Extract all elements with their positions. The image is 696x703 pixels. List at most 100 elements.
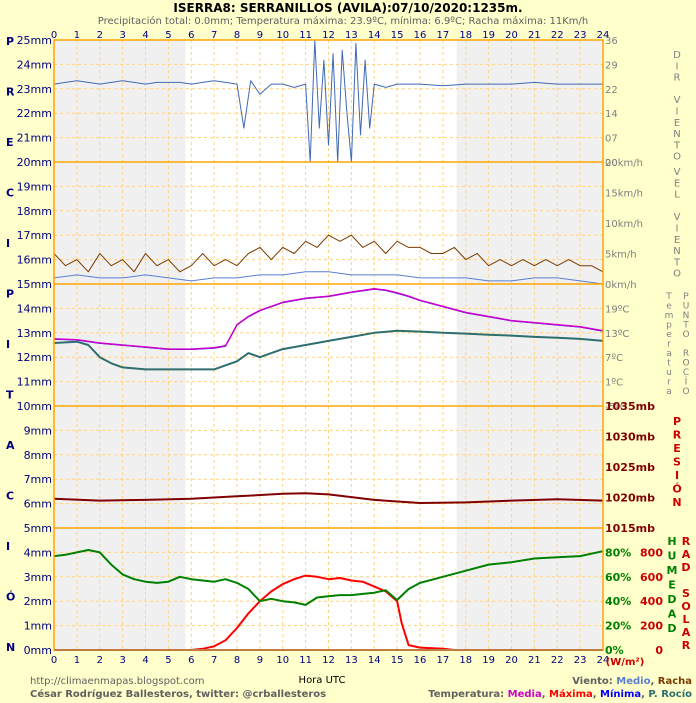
right-title-wind_dir-letter: T (673, 140, 681, 151)
x-tick-top-label: 7 (211, 30, 217, 41)
x-tick-bottom-label: 4 (142, 655, 148, 666)
x-tick-bottom-label: 20 (505, 655, 518, 666)
right-title-wind_vel-letter: V (674, 167, 681, 178)
right-title-wind_vel-letter: N (673, 246, 680, 257)
author-credit: César Rodríguez Ballesteros, twitter: @c… (30, 688, 326, 700)
right-tick-label-wind_dir: 00 (605, 158, 618, 169)
right-tick-label-humidity: 0% (605, 644, 624, 657)
x-tick-bottom-label: 13 (345, 655, 358, 666)
right-axis-ticks: 00 07 14 22 29 36 0km/h 5km/h 10km/h 15km/h 20km/h… (605, 36, 663, 657)
right-tick-label-pressure: 1030mb (605, 431, 655, 444)
left-tick-label: 3mm (24, 571, 52, 584)
left-title-letter: C (6, 187, 14, 200)
x-tick-top-label: 20 (505, 30, 518, 41)
temp-legend-minima: Mínima (600, 688, 641, 700)
left-title-letter: C (6, 490, 14, 503)
right-tick-label-pressure: 1015mb (605, 522, 655, 535)
left-tick-label: 5mm (24, 522, 52, 535)
right-title-wind_vel-letter: V (674, 212, 681, 223)
left-tick-label: 0mm (24, 644, 52, 657)
x-tick-bottom-label: 14 (368, 655, 381, 666)
wind-legend-prefix: Viento: (572, 676, 616, 687)
x-tick-top-label: 5 (165, 30, 171, 41)
right-title-humidity-letter: D (667, 622, 676, 635)
right-title-humidity-letter: E (668, 579, 676, 592)
x-tick-top-label: 15 (391, 30, 404, 41)
right-title-temperature-letter: e (666, 330, 672, 340)
night-shade-evening (456, 40, 603, 650)
right-tick-label-wind_speed: 20km/h (605, 158, 643, 169)
right-title-wind_vel-letter: L (674, 190, 680, 201)
blog-link[interactable]: http://climaenmapas.blogspot.com (30, 676, 205, 687)
wind-medio-line (53, 271, 604, 285)
left-tick-label: 21mm (17, 132, 52, 145)
right-title-pressure-letter: R (673, 429, 682, 442)
left-tick-label: 9mm (24, 424, 52, 437)
right-tick-label-wind_dir: 29 (605, 60, 618, 71)
right-title-wind_dir-letter: I (676, 61, 679, 72)
right-tick-label-wind_speed: 15km/h (605, 189, 643, 200)
right-tick-label-temperature: 19ºC (605, 304, 629, 315)
x-tick-bottom-label: 18 (459, 655, 472, 666)
grid-lines (54, 40, 603, 650)
temperature-media-line (53, 288, 604, 350)
x-tick-top-label: 6 (188, 30, 194, 41)
right-tick-label-radiation: 800 (640, 546, 663, 559)
temp-legend-prefix: Temperatura: (428, 689, 507, 700)
temp-legend-media: Media (508, 689, 542, 700)
x-tick-top-label: 9 (257, 30, 263, 41)
x-tick-bottom-label: 2 (97, 655, 103, 666)
left-title-letter: E (6, 136, 14, 149)
right-tick-label-radiation: 200 (640, 620, 663, 633)
right-tick-label-wind_speed: 0km/h (605, 280, 637, 291)
right-title-humidity-letter: H (667, 535, 676, 548)
right-title-dew_point-letter: P (683, 292, 689, 302)
temp-legend-comma-3: , (641, 689, 648, 700)
left-title-letter: R (6, 86, 15, 99)
temp-legend-maxima: Máxima (549, 688, 593, 700)
x-tick-top-label: 4 (142, 30, 148, 41)
right-title-wind_dir-letter: R (674, 73, 681, 84)
left-title-letter: I (6, 540, 10, 553)
left-title-letter: P (6, 288, 14, 301)
right-tick-label-temperature: -5ºC (605, 402, 627, 413)
x-tick-bottom-label: 6 (188, 655, 194, 666)
x-tick-bottom-label: 22 (551, 655, 564, 666)
left-title-letter: T (6, 389, 14, 402)
temp-legend-comma-1: , (542, 689, 549, 700)
x-tick-bottom-label: 15 (391, 655, 404, 666)
right-title-wind_vel-letter: E (674, 178, 680, 189)
x-tick-bottom-label: 3 (119, 655, 125, 666)
right-title-radiation-letter: A (682, 548, 691, 561)
wind-legend: Viento: Medio, Racha (572, 676, 692, 687)
x-tick-bottom-label: 9 (257, 655, 263, 666)
x-tick-top-label: 10 (276, 30, 289, 41)
right-tick-label-radiation: 600 (640, 571, 663, 584)
x-tick-top-label: 18 (459, 30, 472, 41)
right-tick-label-pressure: 1020mb (605, 492, 655, 505)
right-title-dew_point-letter: T (682, 321, 689, 331)
x-tick-top-label: 13 (345, 30, 358, 41)
left-title-letter: A (6, 439, 15, 452)
right-title-temperature-letter: r (667, 340, 671, 350)
x-tick-bottom-label: 12 (322, 655, 335, 666)
wind-legend-racha: Racha (658, 676, 692, 687)
x-tick-bottom-label: 7 (211, 655, 217, 666)
x-tick-top-label: 19 (482, 30, 495, 41)
x-tick-top-label: 1 (74, 30, 80, 41)
left-tick-label: 11mm (17, 376, 52, 389)
right-title-dew_point-letter: C (683, 368, 689, 378)
left-axis-ticks: 0mm 1mm 2mm 3mm 4mm 5mm 6mm 7mm 8mm 9mm 10mm 11mm 12… (17, 34, 52, 657)
dew-point-line (53, 329, 604, 371)
right-title-dew_point-letter: Í (685, 376, 688, 388)
temp-legend-rocio: P. Rocío (648, 688, 692, 700)
x-tick-top-label: 11 (299, 30, 312, 41)
x-tick-top-label: 0 (51, 30, 57, 41)
right-title-humidity-letter: U (668, 550, 677, 563)
right-title-radiation-letter: R (682, 535, 691, 548)
x-tick-top-label: 21 (528, 30, 541, 41)
left-tick-label: 12mm (17, 351, 52, 364)
x-tick-bottom-label: 8 (234, 655, 240, 666)
right-title-pressure-letter: N (672, 496, 681, 509)
right-title-radiation-letter: O (681, 600, 690, 613)
